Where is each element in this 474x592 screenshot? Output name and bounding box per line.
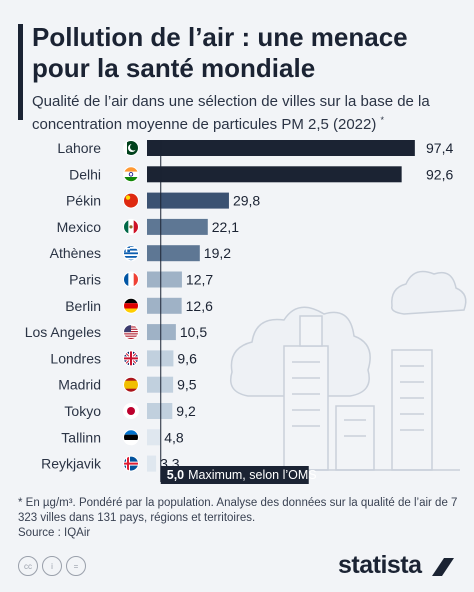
category-label: Delhi xyxy=(69,166,101,182)
value-label: 10,5 xyxy=(180,324,207,340)
subtitle: Qualité de l’air dans une sélection de v… xyxy=(32,92,472,134)
no-derivatives-icon[interactable]: = xyxy=(66,556,86,576)
flag-greece-icon xyxy=(123,245,139,262)
who-reference-label: 5,0 Maximum, selon l’OMS xyxy=(167,468,317,482)
skyscraper-left xyxy=(283,345,329,471)
creative-commons-icon[interactable]: cc xyxy=(18,556,38,576)
category-label: Berlin xyxy=(65,298,101,314)
flag-estonia-icon xyxy=(123,429,139,446)
flag-pakistan-icon xyxy=(123,140,139,156)
value-label: 92,6 xyxy=(426,166,453,182)
bar-0 xyxy=(147,140,415,156)
skyscraper-mid xyxy=(335,405,375,471)
value-label: 4,8 xyxy=(164,429,184,445)
flag-france-icon xyxy=(123,271,139,288)
category-label: Lahore xyxy=(57,140,101,156)
source-text: Source : IQAir xyxy=(18,527,91,539)
skyscraper-back xyxy=(299,315,323,347)
bar-chart: Lahore 97,4 Delhi 92,6 Pékin 29,8 Mexico 22,1 At… xyxy=(25,140,467,484)
bar-3 xyxy=(147,218,208,235)
bar-4 xyxy=(147,245,200,262)
bar-2 xyxy=(147,192,229,209)
city-pollution-illustration xyxy=(230,270,467,471)
license-icons: cc i = xyxy=(18,556,86,576)
skyscraper-right xyxy=(391,349,433,471)
flag-iceland-icon xyxy=(123,455,139,472)
value-label: 29,8 xyxy=(233,193,260,209)
bars-group: Lahore 97,4 Delhi 92,6 Pékin 29,8 Mexico 22,1 At… xyxy=(25,140,453,472)
attribution-icon[interactable]: i xyxy=(42,556,62,576)
bar-8 xyxy=(147,350,174,367)
title-accent-bar xyxy=(18,24,23,120)
flag-germany-icon xyxy=(123,297,139,314)
value-label: 9,2 xyxy=(176,403,196,419)
subtitle-footnote-mark: * xyxy=(380,115,385,125)
category-label: Londres xyxy=(50,350,101,366)
page-title: Pollution de l’air : une menace pour la … xyxy=(32,22,408,83)
value-label: 12,7 xyxy=(186,272,213,288)
category-label: Madrid xyxy=(58,377,101,393)
value-label: 9,5 xyxy=(177,377,197,393)
bar-12 xyxy=(147,455,157,472)
bar-10 xyxy=(147,403,173,419)
footnote: * En µg/m³. Pondéré par la population. A… xyxy=(18,497,458,524)
bar-7 xyxy=(147,324,176,341)
value-label: 97,4 xyxy=(426,140,453,156)
subtitle-text: Qualité de l’air dans une sélection de v… xyxy=(32,93,430,133)
flag-india-icon xyxy=(123,166,139,183)
who-reference-value: 5,0 xyxy=(167,468,184,482)
who-reference-line-group: 5,0 Maximum, selon l’OMS xyxy=(160,140,317,484)
category-label: Los Angeles xyxy=(25,324,101,340)
statista-logo[interactable]: statista xyxy=(338,551,422,579)
flag-usa-icon xyxy=(123,324,139,341)
flag-mexico-icon xyxy=(123,218,139,235)
category-label: Pékin xyxy=(66,193,101,209)
who-reference-label-box xyxy=(160,466,309,484)
value-label: 9,6 xyxy=(177,350,197,366)
bar-11 xyxy=(147,429,161,446)
category-label: Athènes xyxy=(50,245,101,261)
flag-japan-icon xyxy=(123,403,139,419)
category-label: Tallinn xyxy=(61,429,101,445)
who-reference-text: Maximum, selon l’OMS xyxy=(188,468,317,482)
category-label: Paris xyxy=(69,272,101,288)
category-label: Mexico xyxy=(57,219,102,235)
value-label: 22,1 xyxy=(212,219,239,235)
bar-5 xyxy=(147,271,182,288)
value-label: 19,2 xyxy=(204,245,231,261)
value-label: 12,6 xyxy=(186,298,213,314)
flag-china-icon xyxy=(123,192,139,209)
category-label: Tokyo xyxy=(64,403,101,419)
smog-cloud-right xyxy=(391,270,467,315)
statista-logo-icon xyxy=(432,558,454,576)
bar-6 xyxy=(147,297,182,314)
bar-1 xyxy=(147,166,402,183)
category-label: Reykjavik xyxy=(41,456,102,472)
flag-uk-icon xyxy=(123,350,139,367)
building-windows xyxy=(292,361,424,437)
bar-9 xyxy=(147,376,174,393)
flag-spain-icon xyxy=(123,376,139,393)
